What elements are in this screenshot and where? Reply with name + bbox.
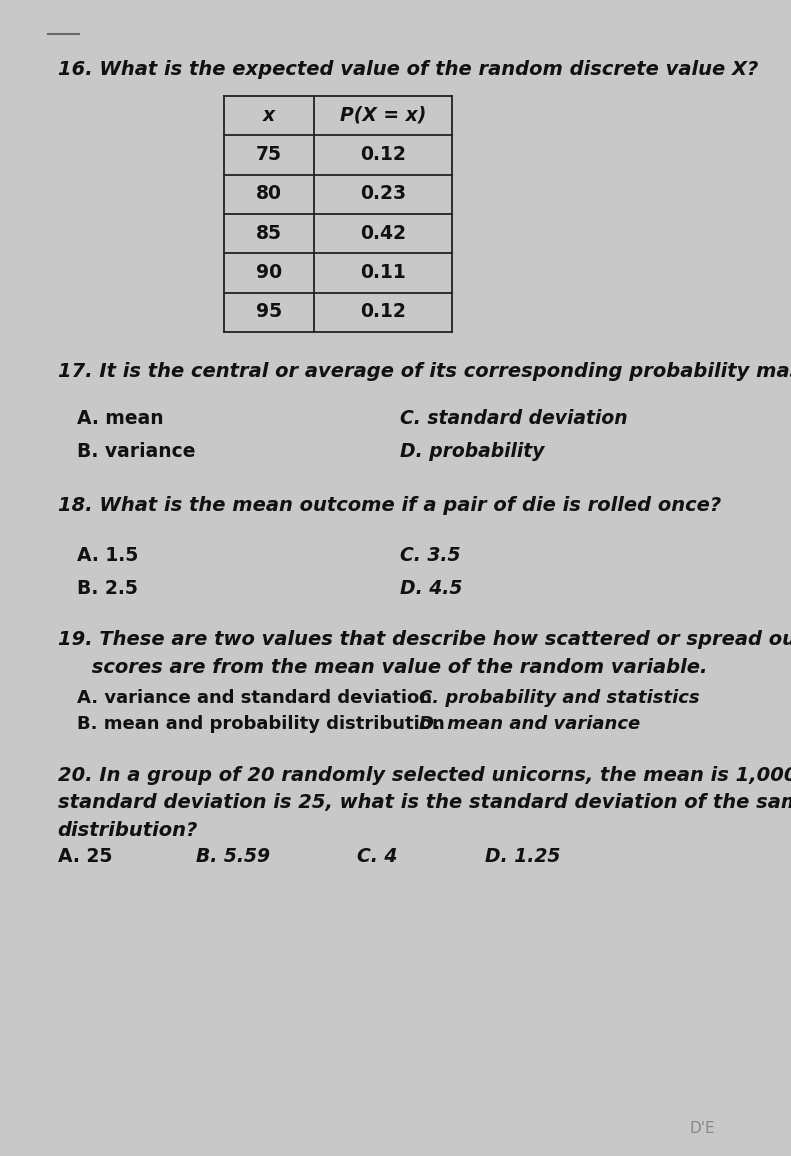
Text: D'E: D'E [690, 1121, 715, 1136]
Text: D. 1.25: D. 1.25 [485, 846, 561, 866]
Text: 20. In a group of 20 randomly selected unicorns, the mean is 1,000 and the: 20. In a group of 20 randomly selected u… [58, 766, 791, 785]
Text: 0.42: 0.42 [360, 224, 406, 243]
Text: C. standard deviation: C. standard deviation [399, 409, 627, 428]
Text: D. 4.5: D. 4.5 [399, 579, 462, 598]
Text: 80: 80 [256, 185, 282, 203]
Text: C. probability and statistics: C. probability and statistics [418, 689, 699, 707]
Text: D. probability: D. probability [399, 443, 544, 461]
Text: B. mean and probability distribution: B. mean and probability distribution [77, 714, 445, 733]
Text: 17. It is the central or average of its corresponding probability mass function.: 17. It is the central or average of its … [58, 362, 791, 380]
Text: 85: 85 [256, 224, 282, 243]
Text: 0.12: 0.12 [360, 303, 406, 321]
Text: x: x [263, 105, 275, 125]
Text: A. mean: A. mean [77, 409, 164, 428]
Text: 19. These are two values that describe how scattered or spread out the: 19. These are two values that describe h… [58, 630, 791, 650]
Text: D. mean and variance: D. mean and variance [418, 714, 640, 733]
Text: 75: 75 [256, 144, 282, 164]
Text: 0.11: 0.11 [360, 264, 406, 282]
Text: 18. What is the mean outcome if a pair of die is rolled once?: 18. What is the mean outcome if a pair o… [58, 496, 721, 516]
Text: scores are from the mean value of the random variable.: scores are from the mean value of the ra… [58, 658, 707, 676]
Text: 90: 90 [256, 264, 282, 282]
Text: 95: 95 [256, 303, 282, 321]
Text: A. 25: A. 25 [58, 846, 112, 866]
Text: P(X = x): P(X = x) [340, 105, 426, 125]
Text: C. 3.5: C. 3.5 [399, 546, 460, 564]
Text: 0.23: 0.23 [360, 185, 407, 203]
Text: C. 4: C. 4 [357, 846, 397, 866]
Text: 0.12: 0.12 [360, 144, 406, 164]
Text: A. 1.5: A. 1.5 [77, 546, 138, 564]
Text: standard deviation is 25, what is the standard deviation of the sampling: standard deviation is 25, what is the st… [58, 793, 791, 813]
Text: B. 5.59: B. 5.59 [195, 846, 270, 866]
Text: A. variance and standard deviation: A. variance and standard deviation [77, 689, 432, 707]
Text: distribution?: distribution? [58, 821, 199, 840]
Text: 16. What is the expected value of the random discrete value X?: 16. What is the expected value of the ra… [58, 60, 758, 80]
Text: B. 2.5: B. 2.5 [77, 579, 138, 598]
Text: B. variance: B. variance [77, 443, 195, 461]
